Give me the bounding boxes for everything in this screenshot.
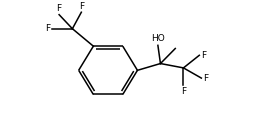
Text: F: F (79, 2, 84, 10)
Text: F: F (57, 4, 62, 13)
Text: F: F (201, 51, 206, 60)
Text: F: F (45, 24, 50, 33)
Text: F: F (181, 87, 186, 96)
Text: F: F (203, 74, 208, 83)
Text: HO: HO (151, 34, 165, 43)
